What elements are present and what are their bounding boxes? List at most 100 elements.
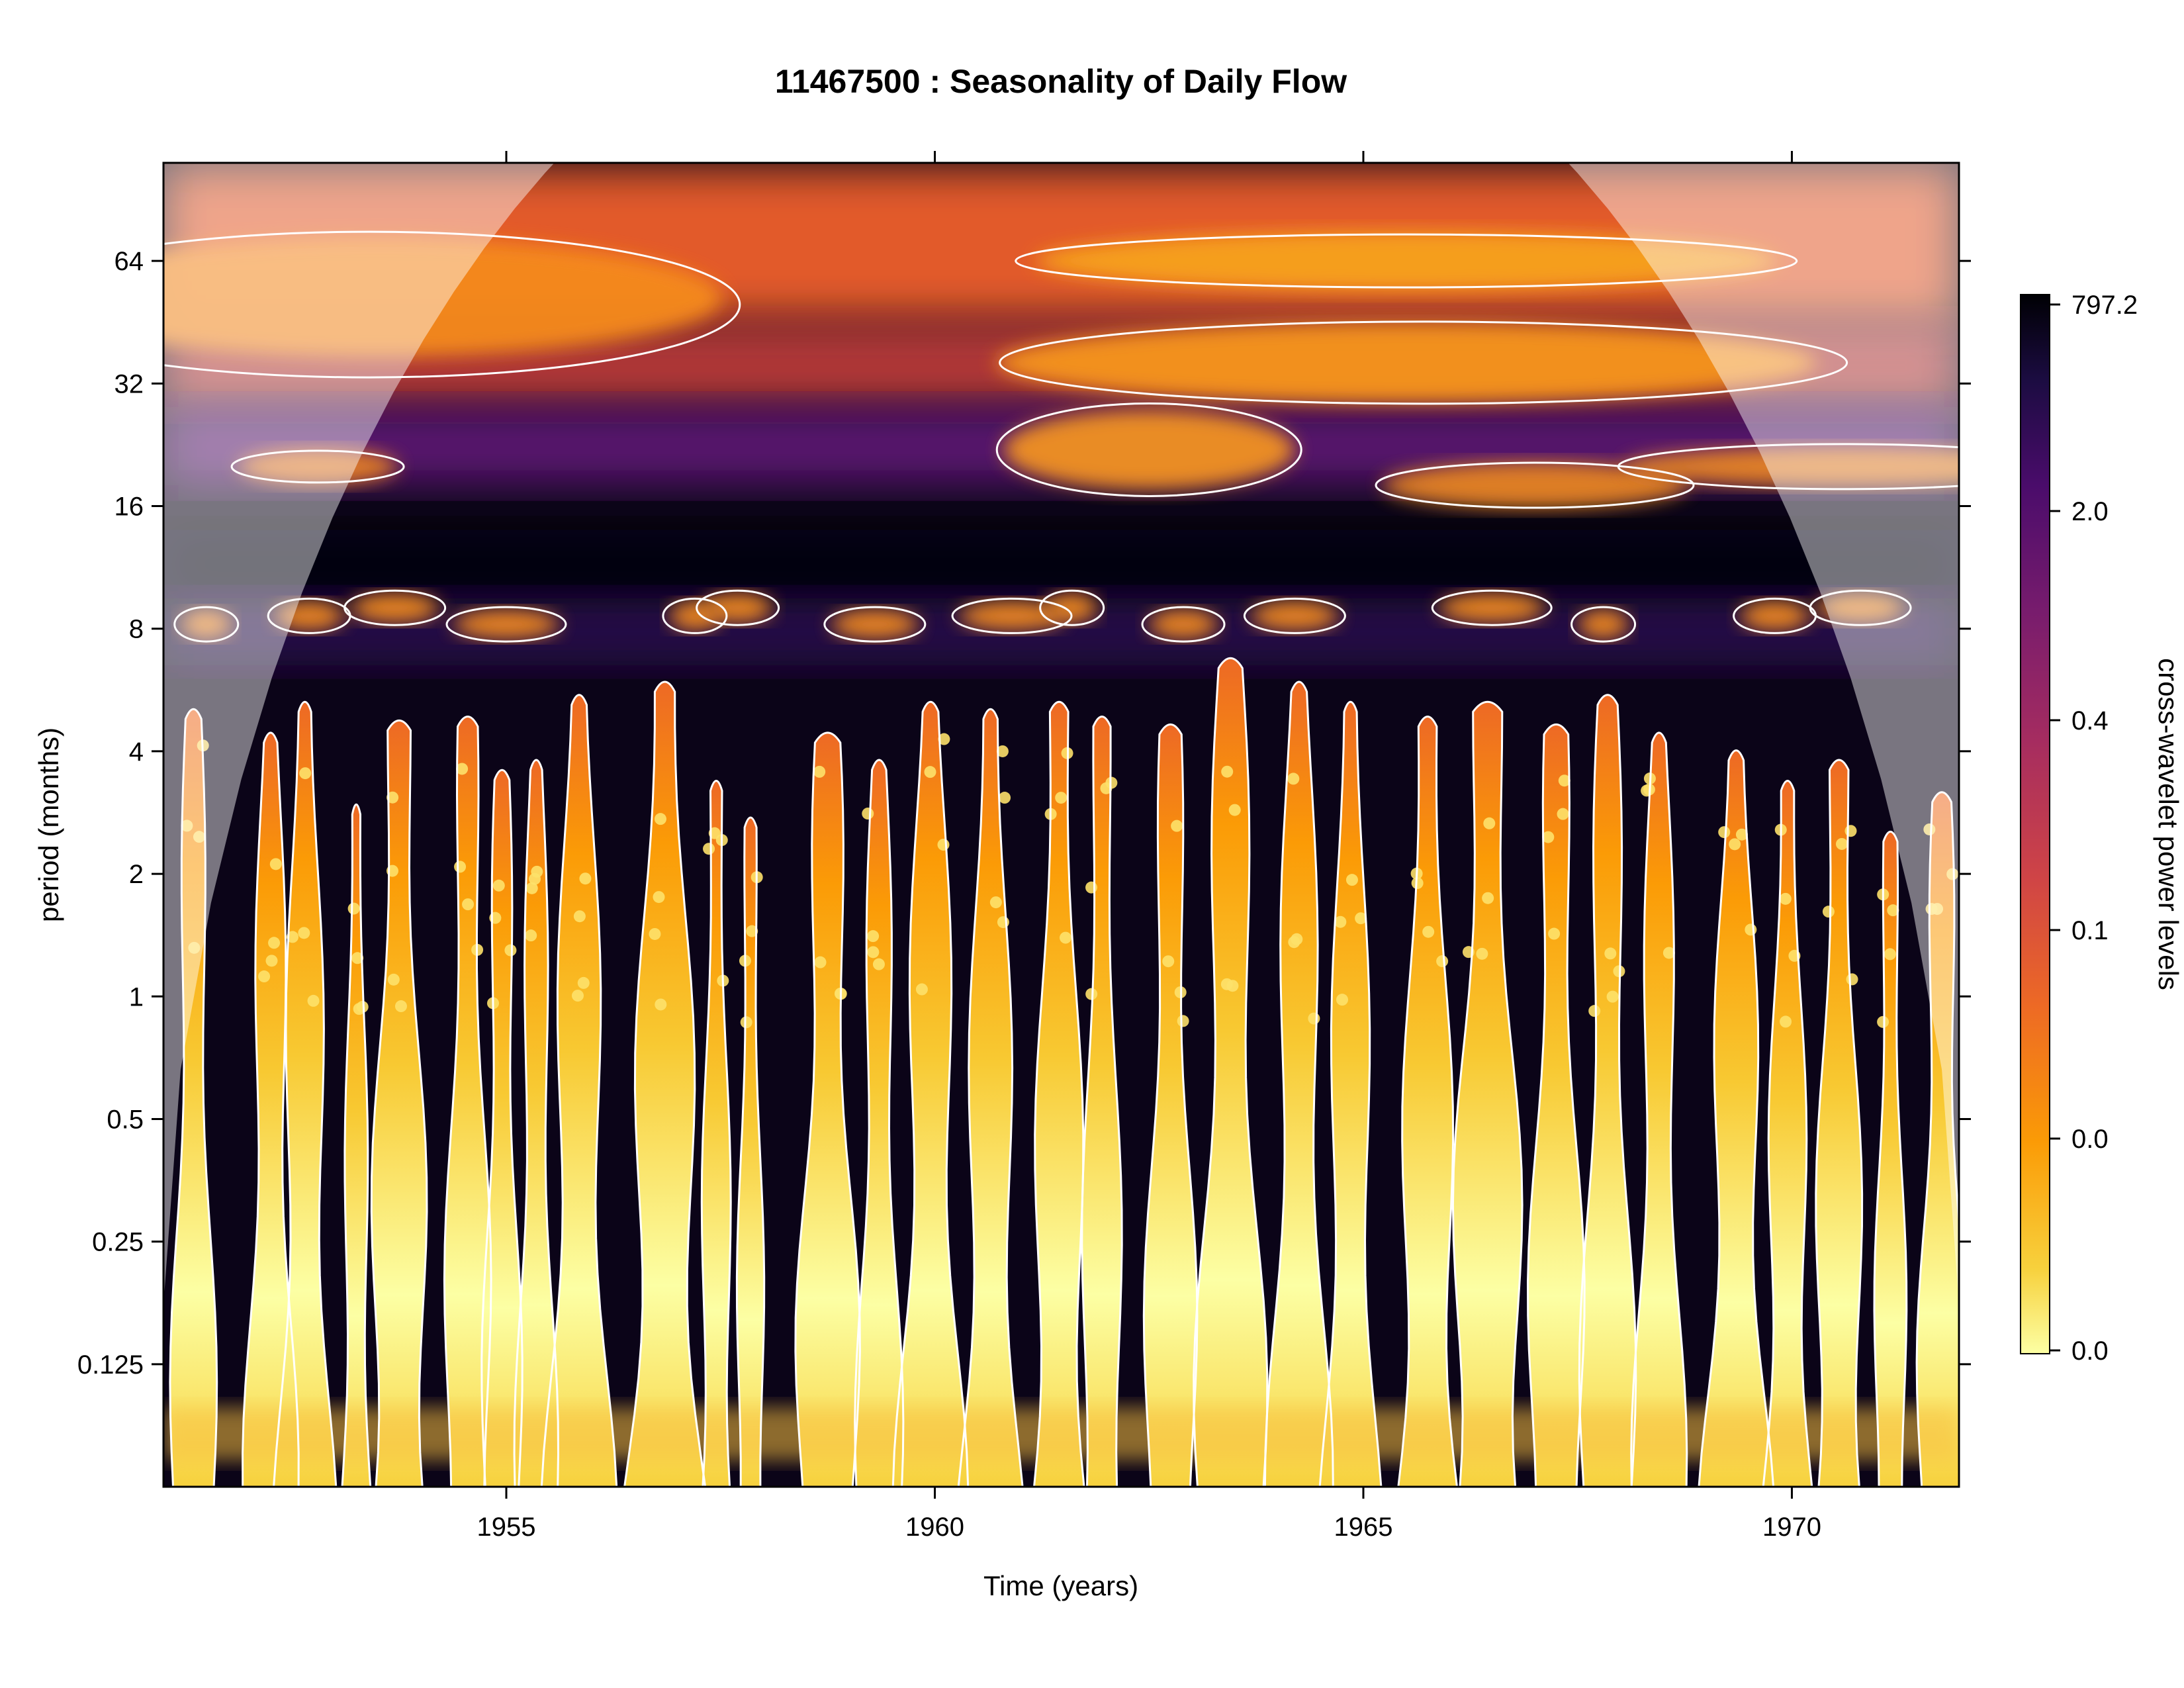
contour-8-month-3 xyxy=(445,606,567,643)
column-highlight xyxy=(997,916,1009,929)
blob-8-month-7 xyxy=(959,601,1066,631)
column-highlight xyxy=(1482,892,1494,904)
column-highlight xyxy=(1548,927,1561,940)
column-highlight xyxy=(504,944,517,957)
column-highlight xyxy=(813,765,826,778)
column-contour-3 xyxy=(341,803,372,1487)
wet-season-column-24 xyxy=(1527,724,1585,1487)
column-highlight xyxy=(655,998,667,1011)
blob-8-month-14 xyxy=(1817,593,1905,623)
blob-8-month-5 xyxy=(703,593,772,623)
column-contour-13 xyxy=(854,759,905,1487)
blob-20-month-edge xyxy=(1625,446,1959,487)
column-highlight xyxy=(867,930,880,943)
contour-8-month-12 xyxy=(1570,606,1637,643)
column-highlight xyxy=(1946,868,1959,880)
column-contour-7 xyxy=(513,759,560,1487)
contour-20-month-edge xyxy=(1617,443,1959,491)
column-contour-25 xyxy=(1578,694,1637,1487)
contour-8-month-10 xyxy=(1243,597,1346,634)
column-contour-12 xyxy=(794,731,861,1487)
column-highlight xyxy=(1228,804,1241,816)
blob-64-month xyxy=(1035,231,1777,291)
short-period-band xyxy=(163,1407,1959,1460)
column-highlight xyxy=(1779,892,1792,905)
column-highlight xyxy=(1735,828,1748,841)
y-tick-label: 8 xyxy=(129,615,144,644)
column-highlight xyxy=(740,1016,752,1029)
column-highlight xyxy=(915,983,928,996)
colorbar-ticks: 0.0 0.0 0.1 0.4 2.0 797.2 xyxy=(2050,291,2138,1366)
y-tick-label: 0.5 xyxy=(107,1105,144,1134)
column-highlight xyxy=(1887,904,1899,917)
column-contour-30 xyxy=(1873,830,1908,1487)
column-contour-14 xyxy=(891,700,970,1487)
column-highlight xyxy=(703,843,715,855)
column-highlight xyxy=(188,941,201,954)
blob-8-month-0 xyxy=(181,610,232,639)
column-highlight xyxy=(1542,831,1555,843)
column-highlight xyxy=(653,891,665,904)
plot-area xyxy=(163,163,1959,1487)
colorbar-tick-label: 797.2 xyxy=(2071,291,2138,320)
column-highlight xyxy=(1411,877,1424,890)
significance-contours xyxy=(163,230,1959,1487)
y-tick-label: 64 xyxy=(114,247,144,276)
column-highlight xyxy=(1291,933,1303,945)
blob-longperiod-left xyxy=(163,238,722,357)
wet-season-column-17 xyxy=(1081,716,1122,1487)
chart-title: 11467500 : Seasonality of Daily Flow xyxy=(775,63,1347,100)
x-tick-label: 1970 xyxy=(1762,1513,1821,1542)
colorbar-tick-label: 0.0 xyxy=(2071,1125,2109,1154)
y-axis: 0.125 0.25 0.5 1 2 4 8 16 32 64 xyxy=(77,247,1971,1380)
wet-season-column-10 xyxy=(702,780,731,1487)
column-highlight xyxy=(193,831,205,843)
contour-20-month-left xyxy=(230,449,405,484)
y-tick-label: 2 xyxy=(129,860,144,889)
column-highlight xyxy=(654,813,666,825)
column-highlight xyxy=(1822,906,1835,918)
x-tick-label: 1955 xyxy=(477,1513,536,1542)
contour-20-month-center xyxy=(995,402,1302,497)
blob-20-month-left xyxy=(238,447,398,485)
contour-8-month-6 xyxy=(823,606,927,643)
column-highlight xyxy=(298,927,310,939)
y-tick-label: 1 xyxy=(129,982,144,1011)
column-highlight xyxy=(269,858,282,870)
column-highlight xyxy=(1662,947,1675,959)
wet-season-column-18 xyxy=(1144,724,1197,1487)
wet-season-column-22 xyxy=(1398,716,1457,1487)
column-contour-24 xyxy=(1526,723,1586,1487)
band-annual xyxy=(163,530,1959,598)
column-highlight xyxy=(996,745,1009,757)
column-highlight xyxy=(938,733,950,745)
contour-8-month-4 xyxy=(662,597,728,634)
column-highlight xyxy=(525,929,537,942)
column-highlight xyxy=(299,767,312,780)
column-contour-4 xyxy=(370,719,428,1487)
column-highlight xyxy=(1588,1005,1601,1017)
column-contour-9 xyxy=(623,680,707,1487)
colorbar-tick-label: 0.0 xyxy=(2071,1336,2109,1366)
column-highlight xyxy=(746,925,758,937)
x-axis: 1955 1960 1965 1970 xyxy=(477,151,1821,1542)
wet-season-column-4 xyxy=(371,720,427,1487)
column-highlight xyxy=(1436,955,1449,968)
column-highlight xyxy=(937,839,950,851)
wet-season-column-16 xyxy=(1034,702,1084,1487)
column-highlight xyxy=(394,1000,407,1013)
column-highlight xyxy=(867,946,880,959)
contour-8-month-14 xyxy=(1809,589,1912,626)
column-contour-15 xyxy=(957,708,1024,1487)
wet-season-column-25 xyxy=(1579,694,1636,1487)
contour-8-month-2 xyxy=(343,589,447,626)
column-highlight xyxy=(1085,988,1098,1000)
plot-frame xyxy=(162,162,1960,1488)
wet-season-column-28 xyxy=(1763,780,1812,1487)
column-highlight xyxy=(814,956,827,968)
column-highlight xyxy=(1729,838,1741,851)
x-axis-label: Time (years) xyxy=(983,1570,1138,1601)
blob-8-month-3 xyxy=(453,610,559,639)
blob-8-month-2 xyxy=(351,593,439,623)
